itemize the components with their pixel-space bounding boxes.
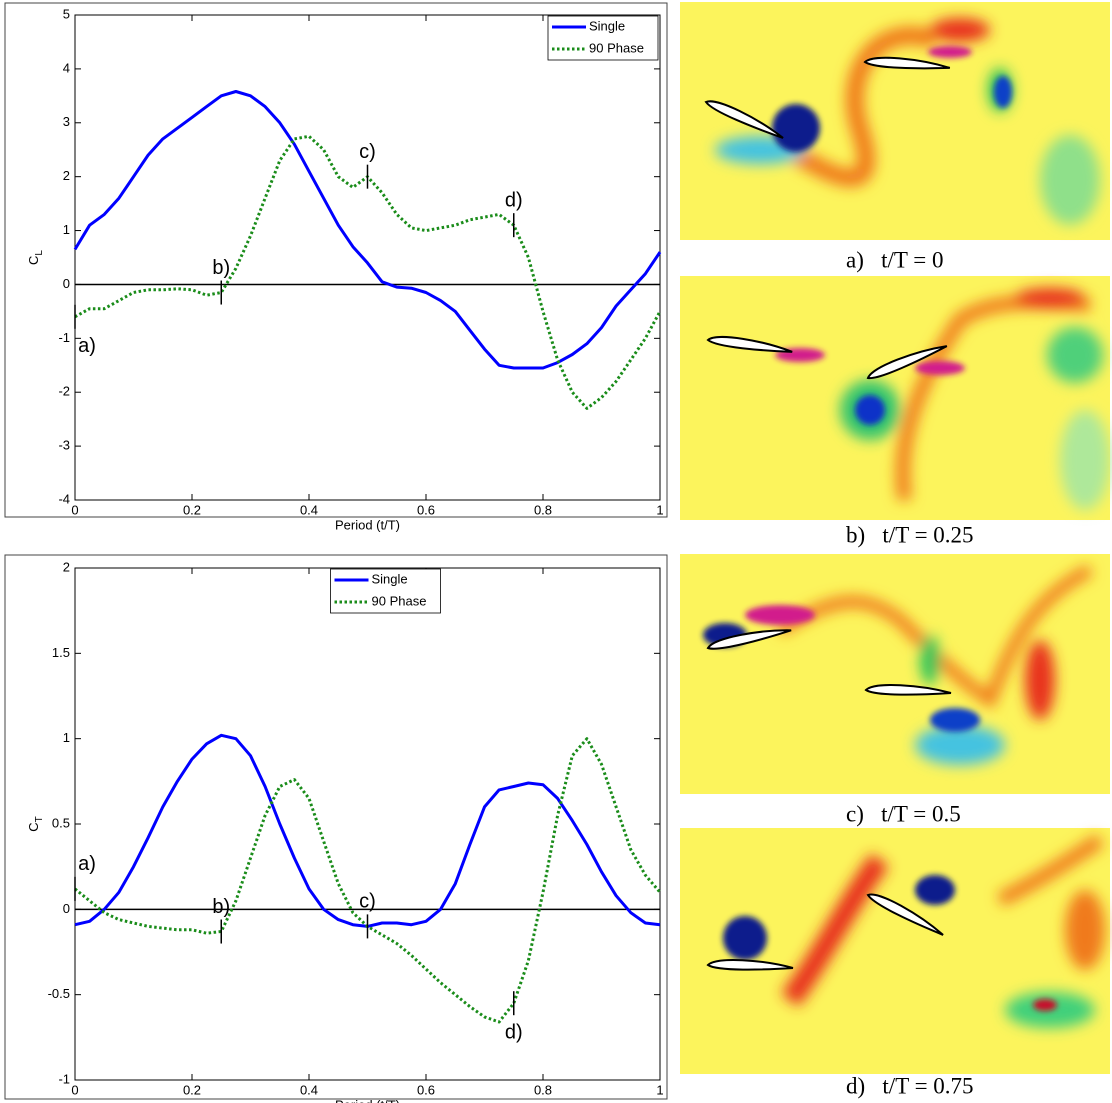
y-tick-label: -4	[58, 491, 70, 506]
y-axis-label-main: C	[26, 822, 41, 831]
annotation: a)	[78, 853, 96, 875]
legend-box	[547, 15, 659, 61]
y-tick-label: 2	[63, 559, 70, 574]
y-tick-label: 0.5	[52, 815, 70, 830]
y-tick-label: 1	[63, 222, 70, 237]
x-tick-label: 0.2	[183, 502, 201, 517]
y-tick-label: 1	[63, 730, 70, 745]
y-axis-label-sub: T	[34, 816, 45, 822]
y-tick-label: 1.5	[52, 645, 70, 660]
image-caption: d) t/T = 0.75	[846, 1073, 974, 1098]
y-tick-label: 3	[63, 114, 70, 129]
annotation: c)	[359, 891, 376, 913]
plot-area	[74, 14, 661, 501]
image-caption: c) t/T = 0.5	[846, 801, 961, 826]
x-tick-label: 1	[656, 502, 663, 517]
y-tick-label: 4	[63, 60, 70, 75]
y-axis-label-sub: L	[34, 250, 45, 256]
legend-label: 90 Phase	[589, 40, 644, 55]
y-tick-label: -2	[58, 384, 70, 399]
y-axis-label-main: C	[26, 256, 41, 265]
series-line	[73, 90, 662, 370]
x-axis-label: Period (t/T)	[335, 517, 400, 532]
x-tick-label: 0.4	[300, 1082, 318, 1097]
legend-box	[330, 568, 441, 614]
flow-image	[680, 828, 1110, 1074]
flow-image	[680, 554, 1110, 794]
y-tick-label: 0	[63, 276, 70, 291]
annotation: c)	[359, 141, 376, 163]
x-tick-label: 0	[71, 502, 78, 517]
flow-image	[680, 2, 1110, 240]
annotation: b)	[212, 257, 230, 279]
x-tick-label: 0.8	[534, 502, 552, 517]
x-tick-label: 0.6	[417, 502, 435, 517]
y-tick-label: -1	[58, 330, 70, 345]
plot-area	[74, 567, 661, 1081]
image-caption: a) t/T = 0	[846, 247, 944, 272]
y-tick-label: 2	[63, 168, 70, 183]
x-tick-label: 0.2	[183, 1082, 201, 1097]
legend-label: 90 Phase	[372, 593, 427, 608]
annotation: b)	[212, 896, 230, 918]
y-tick-label: -3	[58, 438, 70, 453]
annotation: d)	[505, 1021, 523, 1043]
y-tick-label: 5	[63, 6, 70, 21]
annotation: d)	[505, 189, 523, 211]
y-tick-label: 0	[63, 901, 70, 916]
x-tick-label: 0.6	[417, 1082, 435, 1097]
image-caption: b) t/T = 0.25	[846, 522, 974, 547]
x-tick-label: 1	[656, 1082, 663, 1097]
annotation: a)	[78, 335, 96, 357]
x-axis-label: Period (t/T)	[335, 1097, 400, 1103]
flow-image	[680, 276, 1110, 520]
legend-label: Single	[589, 18, 625, 33]
y-axis-label: CL	[26, 250, 44, 265]
x-tick-label: 0.8	[534, 1082, 552, 1097]
y-tick-label: -1	[58, 1071, 70, 1086]
x-tick-label: 0.4	[300, 502, 318, 517]
x-tick-label: 0	[71, 1082, 78, 1097]
y-tick-label: -0.5	[48, 986, 70, 1001]
legend-label: Single	[372, 571, 408, 586]
y-axis-label: CT	[26, 816, 44, 832]
